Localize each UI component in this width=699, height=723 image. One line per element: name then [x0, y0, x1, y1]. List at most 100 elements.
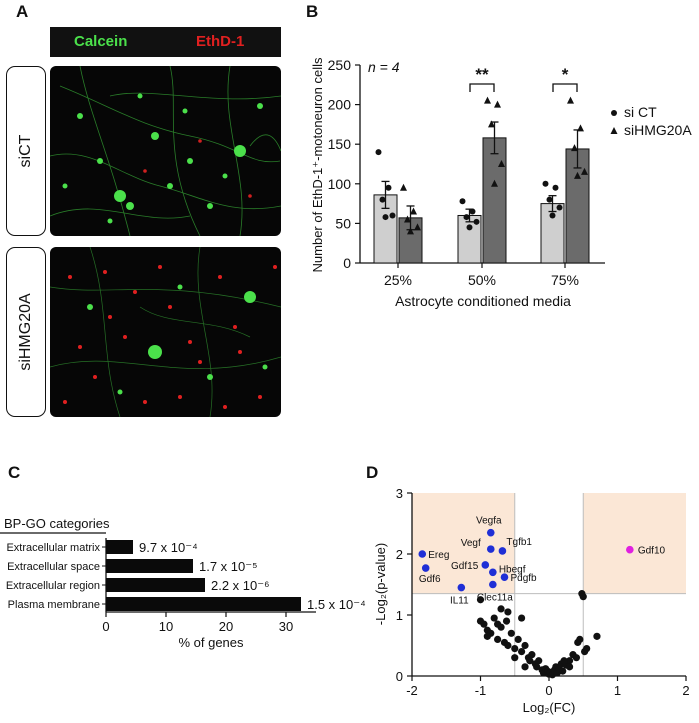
- highlighted-point: [481, 561, 490, 569]
- data-point-triangle: [484, 96, 491, 104]
- volcano-point: [553, 669, 561, 677]
- sample-size-annotation: n = 4: [368, 59, 400, 75]
- volcano-point: [544, 667, 552, 675]
- gene-label: Tgfb1: [506, 537, 532, 548]
- volcano-point: [555, 665, 563, 673]
- volcano-point: [574, 638, 582, 647]
- data-point-triangle: [498, 160, 505, 167]
- volcano-point: [476, 617, 485, 625]
- volcano-point: [533, 663, 541, 671]
- gene-label: Gdf15: [451, 561, 479, 572]
- sict-image-graphic: [50, 66, 281, 236]
- volcano-point: [576, 635, 584, 644]
- volcano-point: [518, 614, 526, 622]
- sihmg20a-image-graphic: [50, 247, 281, 417]
- highlighted-point: [486, 528, 495, 537]
- y-tick-label: 2: [396, 547, 403, 562]
- volcano-point: [546, 668, 554, 676]
- volcano-point: [569, 651, 577, 659]
- data-point-circle: [375, 149, 382, 156]
- data-point-triangle: [407, 227, 414, 235]
- data-point-triangle: [488, 120, 495, 128]
- volcano-point: [526, 657, 534, 665]
- volcano-point: [535, 657, 543, 665]
- x-tick-label: 10: [159, 619, 173, 634]
- bar: [457, 214, 482, 264]
- x-axis-title: % of genes: [178, 635, 244, 650]
- volcano-point: [550, 666, 559, 674]
- volcano-point: [494, 620, 502, 628]
- gene-label: Pdgfb: [510, 573, 537, 584]
- y-tick-label: 0: [396, 669, 403, 684]
- data-point-triangle: [494, 100, 501, 108]
- significance-marker: **: [475, 65, 489, 84]
- bar: [106, 578, 205, 592]
- legend-marker-triangle: [610, 127, 618, 134]
- x-tick-label: -1: [475, 683, 487, 698]
- legend-marker-circle: [611, 110, 617, 116]
- volcano-point: [541, 665, 550, 673]
- legend-label: si CT: [624, 104, 657, 120]
- volcano-point: [490, 614, 498, 622]
- ethd1-label: EthD-1: [196, 33, 245, 50]
- significance-region-right: [583, 493, 686, 594]
- volcano-point: [583, 644, 591, 653]
- volcano-point: [548, 671, 557, 679]
- x-tick-label: 1: [614, 683, 621, 698]
- volcano-point: [581, 648, 589, 656]
- bar: [106, 559, 193, 573]
- panel-label-b: B: [306, 2, 319, 21]
- x-tick-label: 30: [279, 619, 293, 634]
- pvalue-label: 1.5 x 10⁻⁴: [307, 597, 366, 612]
- volcano-point: [500, 638, 509, 647]
- x-tick-label: 25%: [384, 272, 412, 288]
- highlighted-point: [421, 564, 430, 572]
- x-tick-label: -2: [406, 683, 418, 698]
- panel-label-c: C: [8, 463, 21, 482]
- y-tick-label: 200: [328, 97, 352, 113]
- row-label-box-sihmg20a: siHMG20A: [6, 247, 46, 417]
- significance-bracket: [552, 83, 578, 92]
- data-point-triangle: [581, 167, 588, 175]
- gene-label: Hbegf: [499, 564, 526, 575]
- highlighted-point: [486, 545, 495, 553]
- bar: [540, 203, 565, 264]
- microscopy-image-sict: [50, 66, 281, 236]
- y-tick-label: 150: [328, 136, 352, 152]
- data-point-circle: [463, 214, 470, 221]
- data-point-triangle: [410, 207, 417, 215]
- volcano-point: [487, 629, 495, 637]
- significance-marker: *: [562, 65, 569, 84]
- data-point-circle: [556, 204, 563, 211]
- category-label: Extracellular matrix: [6, 542, 100, 554]
- y-tick-label: 50: [335, 215, 351, 231]
- x-tick-label: 50%: [468, 272, 496, 288]
- volcano-point: [483, 626, 491, 634]
- x-axis-title: Astrocyte conditioned media: [395, 293, 571, 309]
- volcano-point: [552, 663, 560, 671]
- gene-label: Clec11a: [477, 593, 513, 604]
- volcano-point: [476, 596, 485, 604]
- data-point-triangle: [577, 124, 584, 132]
- volcano-point: [545, 670, 553, 678]
- volcano-point: [538, 666, 546, 674]
- category-label: Extracellular space: [7, 561, 100, 573]
- volcano-point: [521, 663, 529, 671]
- calcein-label: Calcein: [74, 33, 128, 50]
- volcano-point: [593, 632, 601, 640]
- volcano-point: [511, 654, 519, 662]
- volcano-point: [494, 635, 502, 644]
- data-point-circle: [459, 198, 466, 205]
- y-tick-label: 0: [343, 255, 351, 271]
- data-point-circle: [382, 214, 389, 221]
- x-tick-label: 20: [219, 619, 233, 634]
- volcano-point: [579, 593, 587, 601]
- x-axis-title: Log₂(FC): [523, 700, 576, 715]
- data-point-circle: [473, 218, 480, 225]
- y-tick-label: 1: [396, 608, 403, 623]
- volcano-point: [521, 641, 529, 650]
- gene-label: Vegf: [461, 538, 481, 549]
- x-tick-label: 0: [545, 683, 552, 698]
- volcano-point: [524, 654, 533, 662]
- y-tick-label: 100: [328, 176, 352, 192]
